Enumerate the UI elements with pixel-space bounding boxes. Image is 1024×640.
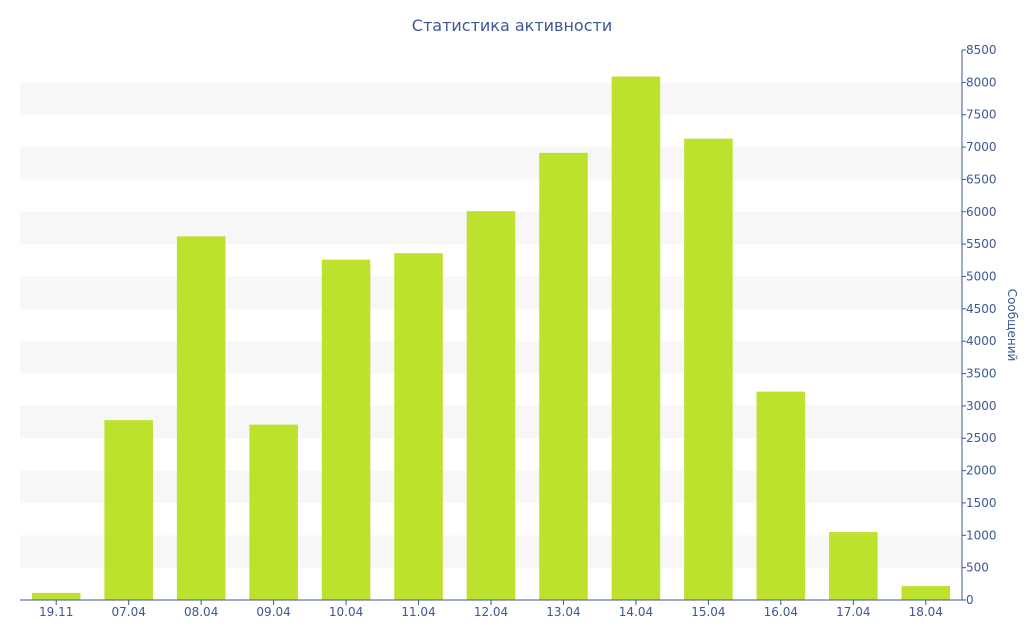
bar-16.04 [756,391,806,600]
bars [31,76,951,601]
x-tick-labels: 19.11 07.04 08.04 09.04 10.04 11.04 12.04 13.04… [39,600,943,619]
x-tick-label: 10.04 [329,605,363,619]
y-tick-label: 6000 [966,205,997,219]
x-tick-label: 08.04 [184,605,218,619]
x-tick-label: 19.11 [39,605,73,619]
bar-14.04 [611,76,661,600]
y-tick-label: 0 [966,593,974,607]
x-tick-label: 07.04 [112,605,146,619]
bar-18.04 [901,586,951,600]
bar-10.04 [321,259,371,600]
x-tick-label: 16.04 [764,605,798,619]
grid-band [20,147,962,180]
bar-15.04 [684,138,733,600]
x-tick-label: 12.04 [474,605,508,619]
x-tick-label: 13.04 [546,605,580,619]
x-tick-label: 14.04 [619,605,653,619]
chart-title: Статистика активности [412,16,612,35]
bar-07.04 [104,420,153,600]
bar-09.04 [249,424,298,600]
y-tick-label: 2500 [966,431,997,445]
x-tick-label: 18.04 [909,605,943,619]
x-tick-label: 09.04 [256,605,290,619]
bar-12.04 [466,211,516,600]
y-tick-label: 7500 [966,108,997,122]
y-tick-label: 6500 [966,172,997,186]
bar-17.04 [829,532,878,600]
y-tick-label: 8000 [966,75,997,89]
y-tick-label: 500 [966,561,989,575]
y-tick-label: 3000 [966,399,997,413]
y-tick-label: 5000 [966,269,997,283]
bar-08.04 [176,236,226,600]
bar-19.11 [31,592,81,600]
y-tick-label: 7000 [966,140,997,154]
bar-11.04 [394,253,443,601]
y-tick-label: 4000 [966,334,997,348]
grid-band [20,82,962,115]
y-tick-labels: 0 500 1000 1500 2000 2500 3000 3500 4000 4500 5000… [962,43,997,607]
y-axis-label: Сообщений [1005,289,1019,362]
y-tick-label: 3500 [966,367,997,381]
y-tick-label: 1000 [966,528,997,542]
y-tick-label: 5500 [966,237,997,251]
y-tick-label: 2000 [966,464,997,478]
y-tick-label: 1500 [966,496,997,510]
x-tick-label: 17.04 [836,605,870,619]
x-tick-label: 15.04 [691,605,725,619]
x-tick-label: 11.04 [401,605,435,619]
y-tick-label: 4500 [966,302,997,316]
bar-13.04 [539,152,588,600]
y-tick-label: 8500 [966,43,997,57]
